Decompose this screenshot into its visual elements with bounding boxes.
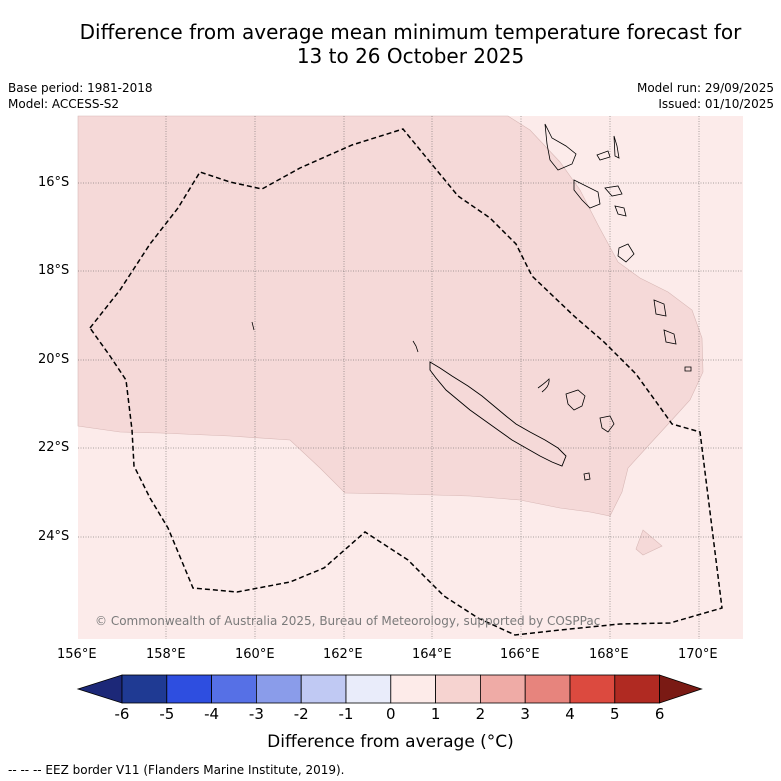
- belep-islands: [412, 340, 419, 353]
- lifou: [565, 389, 586, 411]
- meta-right: Model run: 29/09/2025 Issued: 01/10/2025: [637, 80, 774, 112]
- anomaly-region-small: [635, 529, 663, 556]
- colorbar-label: -2: [293, 705, 309, 723]
- colorbar-label: -1: [338, 705, 354, 723]
- eez-footnote: -- -- -- EEZ border V11 (Flanders Marine…: [8, 763, 345, 777]
- copyright-notice: © Commonwealth of Australia 2025, Bureau…: [95, 614, 601, 628]
- espiritu-santo: [544, 123, 577, 171]
- lat-tick-24: 24°S: [38, 529, 70, 544]
- issued-date: Issued: 01/10/2025: [658, 97, 774, 111]
- lat-tick-16: 16°S: [38, 175, 70, 190]
- tanna: [663, 329, 677, 345]
- eez-border: [89, 128, 723, 636]
- colorbar-bin-4: [300, 674, 347, 704]
- erromango: [653, 299, 667, 317]
- colorbar-label: -3: [248, 705, 264, 723]
- mare: [599, 415, 615, 433]
- colorbar-label: 1: [430, 705, 441, 723]
- lat-tick-18: 18°S: [38, 263, 70, 278]
- aneityum: [684, 366, 692, 372]
- colorbar-label: 3: [520, 705, 530, 723]
- colorbar-label: 0: [386, 705, 396, 723]
- meta-left: Base period: 1981-2018 Model: ACCESS-S2: [8, 80, 153, 112]
- maewo: [613, 135, 620, 159]
- colorbar-label: 2: [475, 705, 486, 723]
- chesterfield: [251, 321, 255, 331]
- colorbar-bin-5: [345, 674, 392, 704]
- lon-tick-168: 168°E: [589, 647, 629, 662]
- new-caledonia-grande-terre: [429, 361, 567, 467]
- colorbar-bin-0: [121, 674, 168, 704]
- colorbar-bin-10: [569, 674, 616, 704]
- base-period: Base period: 1981-2018: [8, 81, 153, 95]
- colorbar-bin-7: [435, 674, 481, 704]
- gridlines: [78, 116, 743, 639]
- malekula: [573, 179, 601, 209]
- colorbar-label: 4: [565, 705, 575, 723]
- ouvea: [537, 378, 550, 393]
- colorbar-bin-2: [211, 674, 257, 704]
- colorbar-label: -5: [159, 705, 175, 723]
- model-run: Model run: 29/09/2025: [636, 81, 774, 95]
- efate: [617, 243, 635, 263]
- colorbar-title: Difference from average (°C): [267, 732, 514, 752]
- colorbar-bin-1: [166, 674, 213, 704]
- chart-title: Difference from average mean minimum tem…: [0, 20, 781, 68]
- colorbar-label: -4: [204, 705, 220, 723]
- lat-tick-22: 22°S: [38, 440, 70, 455]
- epi: [614, 205, 627, 217]
- lon-tick-158: 158°E: [146, 647, 186, 662]
- ambrym: [604, 185, 623, 197]
- colorbar-label: 6: [654, 705, 665, 723]
- colorbar-label: 5: [610, 705, 620, 723]
- title-line-2: 13 to 26 October 2025: [296, 44, 525, 68]
- lon-tick-160: 160°E: [235, 647, 275, 662]
- colorbar-bin-8: [479, 674, 526, 704]
- anomaly-region-1-2: [77, 115, 704, 517]
- lon-tick-162: 162°E: [323, 647, 363, 662]
- colorbar-bin-11: [614, 674, 660, 704]
- lon-tick-164: 164°E: [412, 647, 452, 662]
- lon-tick-156: 156°E: [57, 647, 97, 662]
- title-line-1: Difference from average mean minimum tem…: [79, 20, 742, 44]
- ambae: [596, 150, 611, 161]
- lon-tick-166: 166°E: [500, 647, 540, 662]
- colorbar-label: -6: [114, 705, 130, 723]
- colorbar: [76, 674, 703, 704]
- colorbar-bin-6: [390, 674, 436, 704]
- lat-tick-20: 20°S: [38, 352, 70, 367]
- isle-of-pines: [583, 472, 591, 481]
- colorbar-bin-3: [255, 674, 302, 704]
- colorbar-extend-high: [659, 674, 703, 704]
- colorbar-extend-low: [76, 674, 123, 704]
- model-name: Model: ACCESS-S2: [8, 97, 120, 111]
- colorbar-bin-9: [524, 674, 571, 704]
- lon-tick-170: 170°E: [678, 647, 718, 662]
